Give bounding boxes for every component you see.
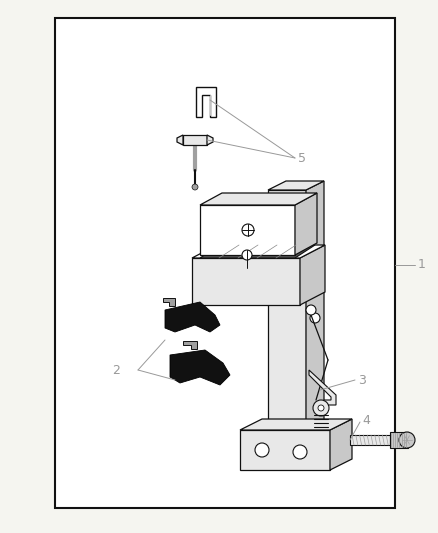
Polygon shape (330, 419, 352, 470)
Polygon shape (268, 181, 324, 190)
Text: 1: 1 (418, 259, 426, 271)
Polygon shape (207, 135, 213, 145)
Circle shape (399, 432, 415, 448)
Polygon shape (268, 190, 306, 430)
Polygon shape (183, 341, 197, 349)
Polygon shape (165, 302, 220, 332)
Text: 5: 5 (298, 151, 306, 165)
Polygon shape (200, 193, 317, 205)
Polygon shape (295, 193, 317, 255)
Circle shape (255, 443, 269, 457)
Circle shape (313, 400, 329, 416)
Polygon shape (200, 245, 315, 258)
Polygon shape (192, 245, 325, 258)
Polygon shape (309, 370, 336, 405)
Bar (55, 18, 395, 508)
Circle shape (293, 445, 307, 459)
Polygon shape (390, 432, 408, 448)
Polygon shape (192, 258, 300, 305)
Polygon shape (306, 181, 324, 430)
Polygon shape (200, 205, 295, 255)
Text: 4: 4 (362, 414, 370, 426)
Polygon shape (177, 135, 183, 145)
Circle shape (242, 224, 254, 236)
Polygon shape (163, 298, 175, 306)
Circle shape (242, 250, 252, 260)
Circle shape (310, 313, 320, 323)
Polygon shape (170, 350, 230, 385)
Circle shape (318, 405, 324, 411)
Text: 2: 2 (112, 364, 120, 376)
Polygon shape (183, 135, 207, 145)
Polygon shape (196, 87, 216, 117)
Polygon shape (300, 245, 325, 305)
Circle shape (306, 305, 316, 315)
Polygon shape (350, 435, 390, 445)
Circle shape (192, 184, 198, 190)
Polygon shape (240, 430, 330, 470)
Text: 3: 3 (358, 374, 366, 386)
Polygon shape (240, 419, 352, 430)
